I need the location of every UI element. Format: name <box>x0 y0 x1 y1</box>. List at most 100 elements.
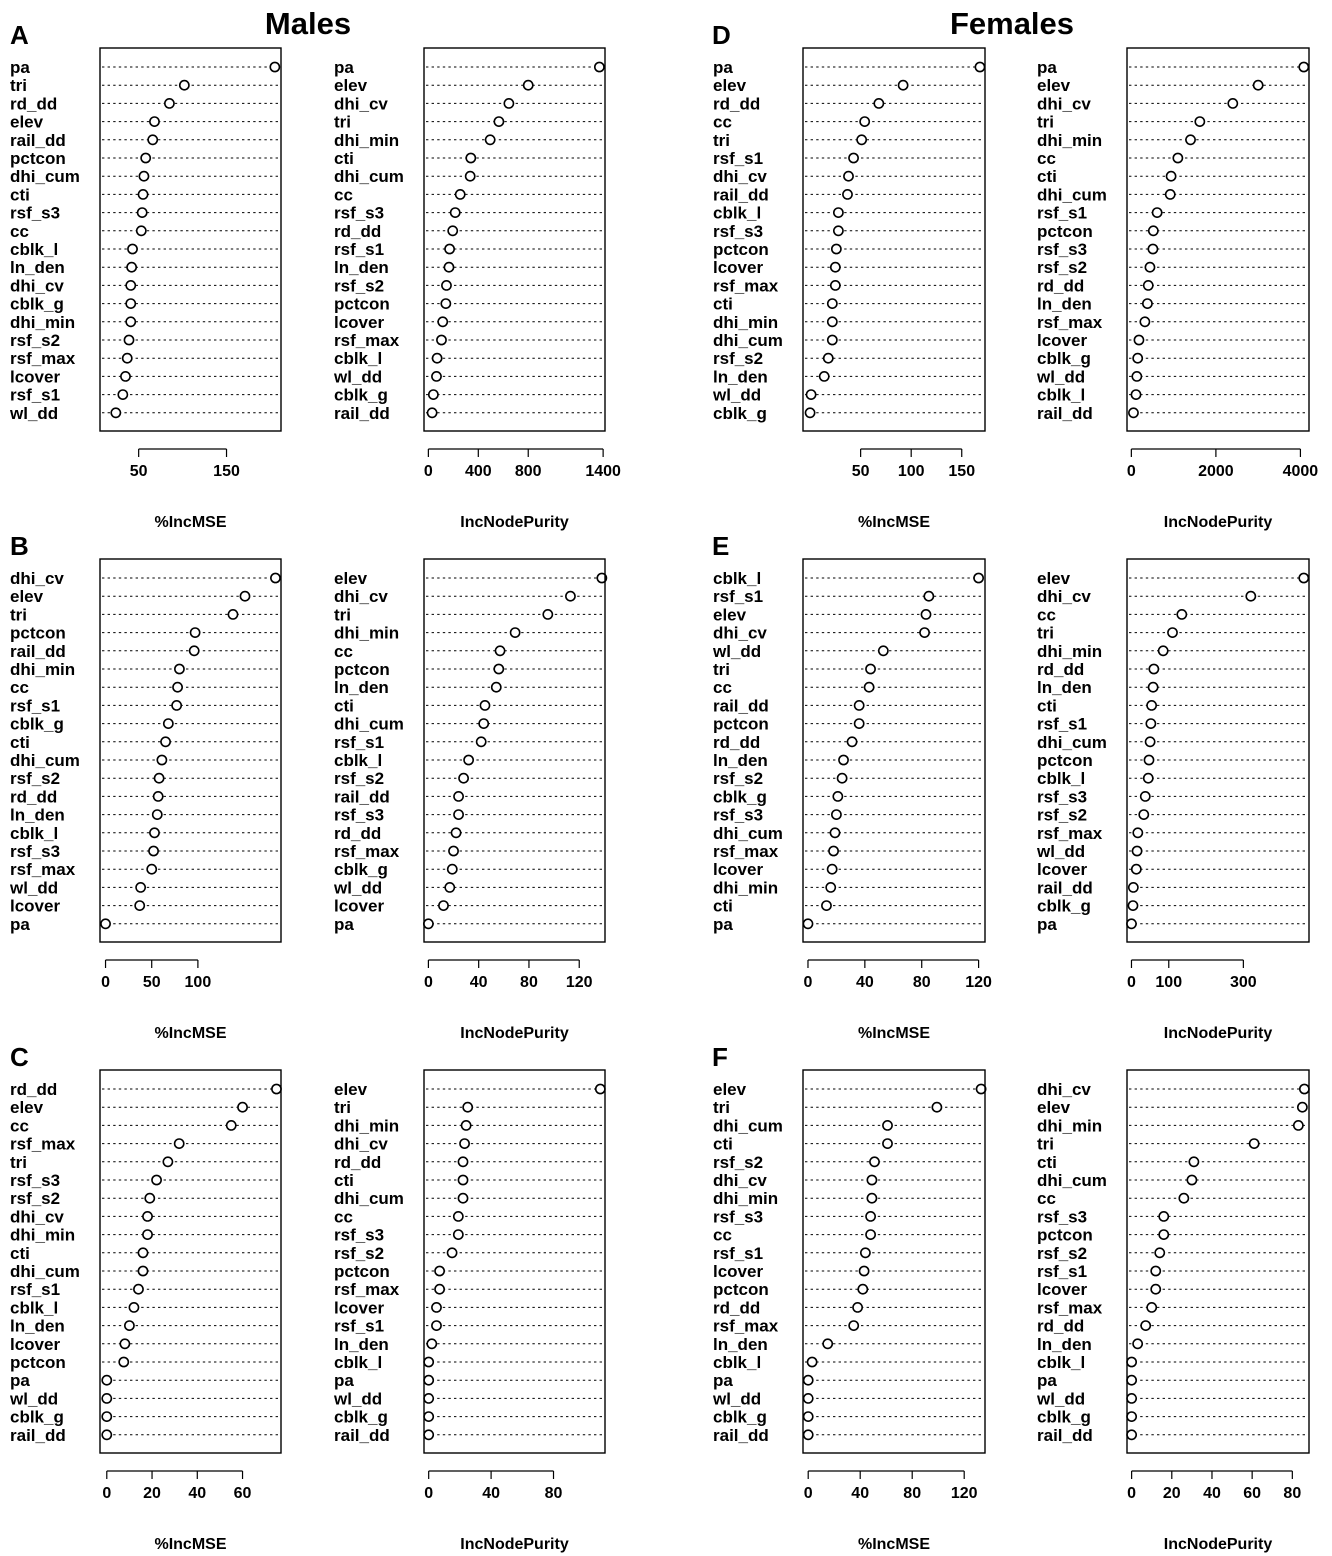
data-point <box>1127 882 1139 893</box>
data-point <box>829 827 841 839</box>
x-tick-label: 0 <box>1127 974 1136 991</box>
x-tick-label: 80 <box>545 1485 563 1502</box>
variable-label: dhi_cum <box>334 167 404 186</box>
data-point <box>225 1120 237 1131</box>
data-point <box>859 116 871 127</box>
data-point <box>227 609 239 620</box>
panel-letter-c: C <box>10 1042 29 1072</box>
plot-frame <box>99 558 282 943</box>
variable-label: rsf_max <box>334 331 400 350</box>
data-point <box>836 772 848 784</box>
data-point <box>1158 1229 1170 1240</box>
variable-label: rail_dd <box>10 1426 66 1445</box>
variable-label: rail_dd <box>1037 404 1093 423</box>
data-point <box>100 918 111 930</box>
data-point <box>426 407 438 419</box>
data-point <box>1154 1247 1166 1259</box>
data-point <box>490 681 502 693</box>
x-tick-label: 50 <box>130 463 148 480</box>
data-point <box>1188 1156 1200 1168</box>
data-point <box>973 572 985 584</box>
plot-frame <box>423 47 606 432</box>
data-point <box>1132 1338 1144 1350</box>
variable-label: rd_dd <box>334 824 381 843</box>
data-point <box>173 1138 185 1149</box>
variable-label: cc <box>10 678 29 697</box>
data-point <box>503 98 515 109</box>
data-point <box>1252 79 1264 91</box>
variable-label: rsf_s1 <box>334 733 384 752</box>
data-point <box>101 1393 113 1404</box>
variable-label: rsf_s2 <box>334 276 384 295</box>
data-point <box>188 645 200 657</box>
data-point <box>436 334 447 346</box>
variable-label: tri <box>334 605 351 624</box>
variable-label: pa <box>713 58 733 77</box>
variable-label: lcover <box>334 897 384 916</box>
variable-label: elev <box>10 1098 44 1117</box>
variable-label: dhi_cv <box>1037 94 1091 113</box>
variable-label: pa <box>713 1371 733 1390</box>
data-point <box>271 1083 282 1095</box>
variable-label: cblk_g <box>713 1408 767 1427</box>
data-point <box>829 261 841 273</box>
x-tick-label: 400 <box>465 463 492 480</box>
x-tick-label: 100 <box>898 463 925 480</box>
variable-label: cblk_g <box>713 404 767 423</box>
variable-label: rd_dd <box>1037 1317 1084 1336</box>
variable-label: wl_dd <box>9 878 58 897</box>
x-tick-label: 40 <box>470 974 488 991</box>
x-axis-title: IncNodePurity <box>1164 1025 1273 1042</box>
x-tick-label: 120 <box>566 974 593 991</box>
data-point <box>446 863 458 875</box>
variable-label: cti <box>334 149 354 168</box>
variable-label: rsf_s2 <box>713 1153 763 1172</box>
data-point <box>1144 736 1156 748</box>
data-point <box>1147 243 1159 255</box>
variable-label: wl_dd <box>712 1389 761 1408</box>
data-point <box>802 918 814 930</box>
data-point <box>149 116 160 127</box>
panel-letter-b: B <box>10 531 29 561</box>
variable-label: cblk_l <box>334 349 382 368</box>
variable-label: cti <box>1037 167 1057 186</box>
variable-label: rail_dd <box>1037 1426 1093 1445</box>
panel-letter-a: A <box>10 20 29 50</box>
data-point <box>1227 98 1239 109</box>
variable-label: pctcon <box>1037 222 1093 241</box>
variable-label: dhi_cum <box>334 1189 404 1208</box>
x-tick-label: 0 <box>101 974 110 991</box>
variable-label: rsf_s1 <box>1037 1262 1087 1281</box>
variable-label: pctcon <box>10 1353 66 1372</box>
variable-label: tri <box>713 1098 730 1117</box>
data-point <box>857 1283 869 1295</box>
data-point <box>464 170 476 182</box>
variable-label: dhi_cum <box>10 751 80 770</box>
variable-label: dhi_min <box>10 313 75 332</box>
variable-label: rsf_max <box>713 1317 779 1336</box>
data-point <box>846 736 858 748</box>
data-point <box>138 170 150 182</box>
x-tick-label: 1400 <box>585 463 621 480</box>
variable-label: lcover <box>334 313 384 332</box>
variable-label: rail_dd <box>10 131 66 150</box>
variable-label: rsf_s2 <box>713 769 763 788</box>
data-point <box>1150 1283 1162 1295</box>
data-point <box>1167 627 1178 638</box>
data-point <box>465 152 477 164</box>
variable-label: rd_dd <box>10 787 57 806</box>
data-point <box>509 627 521 638</box>
variable-label: cc <box>713 678 732 697</box>
data-point <box>1186 1174 1198 1186</box>
variable-label: rd_dd <box>334 1153 381 1172</box>
variable-label: dhi_min <box>10 1226 75 1245</box>
plot-frame <box>99 1069 282 1454</box>
variable-label: wl_dd <box>1036 1389 1085 1408</box>
variable-label: elev <box>1037 569 1071 588</box>
variable-label: dhi_cv <box>10 276 64 295</box>
data-point <box>826 334 838 346</box>
variable-label: rsf_s2 <box>713 349 763 368</box>
data-point <box>457 1156 469 1168</box>
variable-label: tri <box>334 113 351 132</box>
